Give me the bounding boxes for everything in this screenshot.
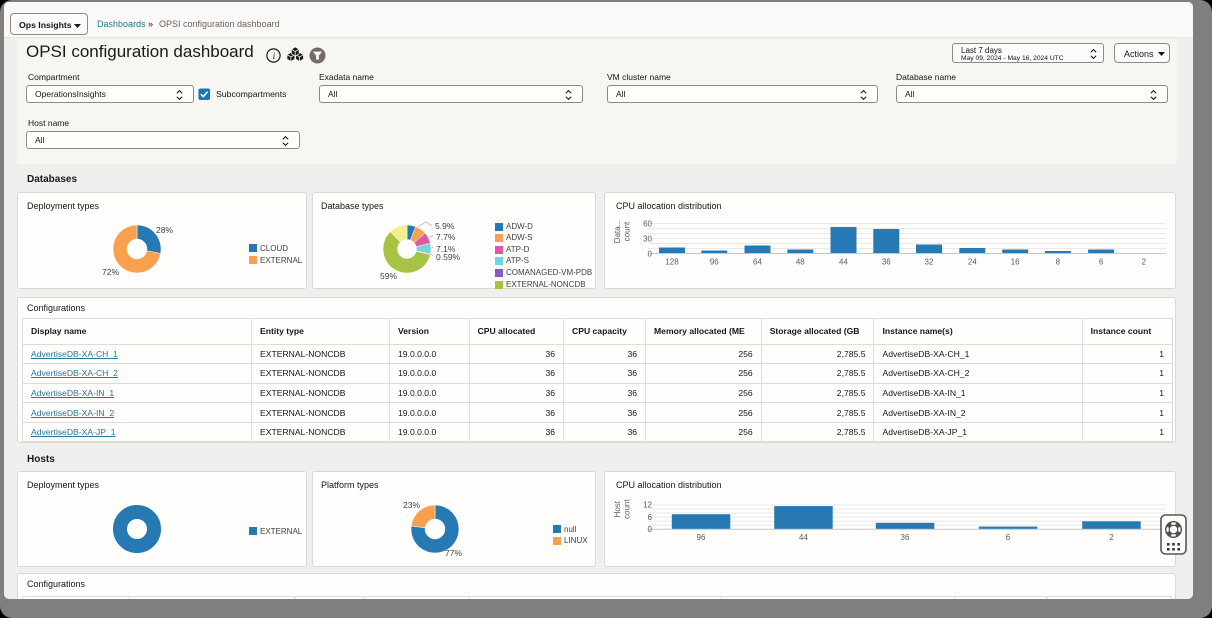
- svg-text:60: 60: [643, 219, 652, 228]
- svg-text:2: 2: [1109, 533, 1114, 542]
- svg-text:48: 48: [796, 258, 805, 267]
- svg-text:count: count: [623, 221, 632, 241]
- svg-text:8: 8: [1056, 258, 1061, 267]
- svg-text:6: 6: [1099, 258, 1104, 267]
- svg-text:36: 36: [882, 258, 891, 267]
- svg-text:0: 0: [648, 249, 653, 258]
- svg-text:count: count: [623, 499, 632, 519]
- svg-text:44: 44: [799, 533, 808, 542]
- svg-text:i: i: [273, 52, 276, 62]
- svg-text:Host: Host: [613, 500, 622, 517]
- svg-text:96: 96: [710, 258, 719, 267]
- svg-text:12: 12: [643, 501, 652, 510]
- svg-text:36: 36: [901, 533, 910, 542]
- svg-text:128: 128: [665, 258, 679, 267]
- svg-text:0: 0: [648, 525, 653, 534]
- svg-text:30: 30: [643, 234, 652, 243]
- svg-text:Data...: Data...: [613, 220, 622, 244]
- svg-text:96: 96: [697, 533, 706, 542]
- svg-text:64: 64: [753, 258, 762, 267]
- svg-text:6: 6: [1006, 533, 1011, 542]
- svg-text:16: 16: [1011, 258, 1020, 267]
- svg-text:6: 6: [648, 513, 653, 522]
- svg-text:2: 2: [1142, 258, 1147, 267]
- svg-text:32: 32: [925, 258, 934, 267]
- svg-text:24: 24: [968, 258, 977, 267]
- svg-text:44: 44: [839, 258, 848, 267]
